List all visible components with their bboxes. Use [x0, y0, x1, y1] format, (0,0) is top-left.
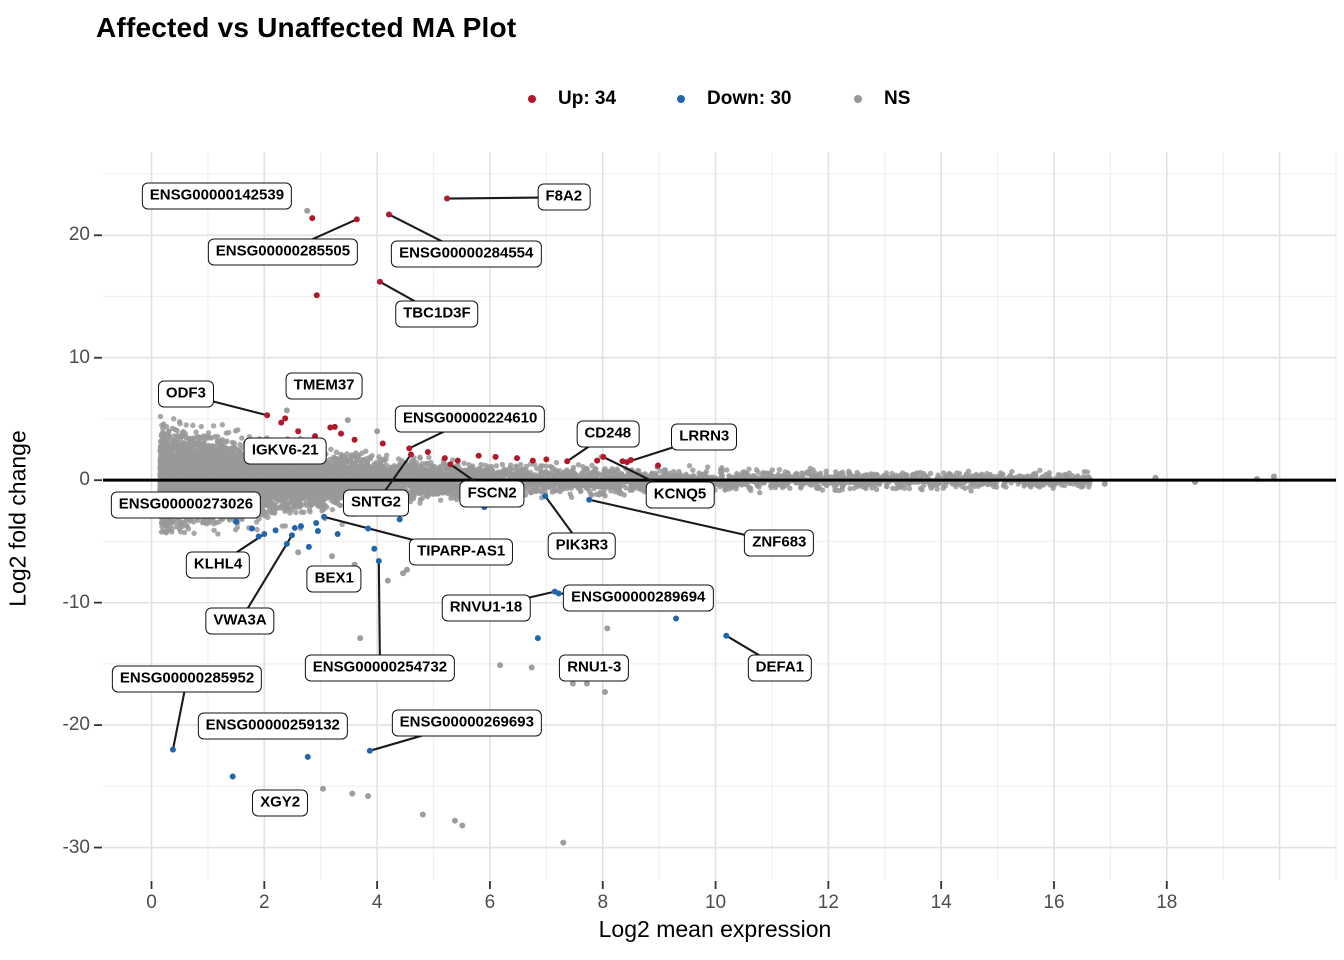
gene-label-SNTG2: SNTG2 [342, 489, 409, 517]
y-tick-label-0: 0 [79, 469, 90, 491]
x-tick-label-8: 8 [597, 892, 609, 913]
x-tick-label-10: 10 [704, 892, 727, 913]
gene-label-TIPARP-AS1: TIPARP-AS1 [409, 538, 514, 566]
gene-label-TBC1D3F: TBC1D3F [395, 300, 479, 328]
gene-label-ENSG00000284554: ENSG00000284554 [391, 240, 542, 268]
x-tick-label-0: 0 [146, 892, 157, 913]
gene-label-FSCN2: FSCN2 [459, 480, 525, 508]
gene-label-PIK3R3: PIK3R3 [547, 532, 617, 560]
y-tick-label--30: -30 [62, 836, 90, 858]
x-tick-label-16: 16 [1043, 892, 1065, 913]
gene-label-ENSG00000289694: ENSG00000289694 [563, 584, 714, 612]
x-tick-label-6: 6 [484, 892, 496, 913]
gene-label-BEX1: BEX1 [306, 565, 362, 593]
x-tick-label-4: 4 [371, 892, 383, 913]
gene-label-ENSG00000259132: ENSG00000259132 [197, 712, 348, 740]
gene-label-ENSG00000142539: ENSG00000142539 [141, 182, 293, 210]
gene-label-RNU1-3: RNU1-3 [559, 654, 630, 682]
x-axis-title: Log2 mean expression [598, 916, 832, 942]
gene-label-KLHL4: KLHL4 [185, 551, 251, 579]
gene-label-ZNF683: ZNF683 [744, 529, 815, 557]
y-tick-label-20: 20 [68, 224, 90, 246]
y-tick-label--10: -10 [62, 591, 90, 613]
gene-label-ENSG00000224610: ENSG00000224610 [395, 405, 546, 433]
x-tick-label-2: 2 [259, 892, 270, 913]
gene-label-LRRN3: LRRN3 [671, 423, 738, 451]
gene-label-KCNQ5: KCNQ5 [645, 481, 715, 509]
gene-label-CD248: CD248 [576, 420, 640, 448]
gene-label-ODF3: ODF3 [157, 380, 214, 408]
gene-label-TMEM37: TMEM37 [285, 372, 363, 400]
gene-label-DEFA1: DEFA1 [747, 654, 813, 682]
gene-label-ENSG00000254732: ENSG00000254732 [304, 654, 456, 682]
y-tick-label-10: 10 [68, 346, 90, 368]
x-tick-label-14: 14 [930, 892, 952, 913]
gene-label-ENSG00000269693: ENSG00000269693 [391, 709, 542, 737]
gene-label-XGY2: XGY2 [252, 789, 309, 817]
gene-label-IGKV6-21: IGKV6-21 [243, 437, 327, 465]
y-axis-title: Log2 fold change [4, 430, 31, 607]
x-tick-label-12: 12 [817, 892, 839, 913]
gene-label-ENSG00000273026: ENSG00000273026 [110, 491, 262, 519]
x-tick-label-18: 18 [1156, 892, 1178, 913]
gene-label-VWA3A: VWA3A [205, 607, 275, 635]
gene-label-ENSG00000285505: ENSG00000285505 [207, 238, 359, 266]
gene-label-F8A2: F8A2 [537, 183, 591, 211]
gene-label-ENSG00000285952: ENSG00000285952 [111, 665, 263, 693]
gene-label-RNVU1-18: RNVU1-18 [441, 594, 531, 622]
y-tick-label--20: -20 [62, 714, 90, 736]
